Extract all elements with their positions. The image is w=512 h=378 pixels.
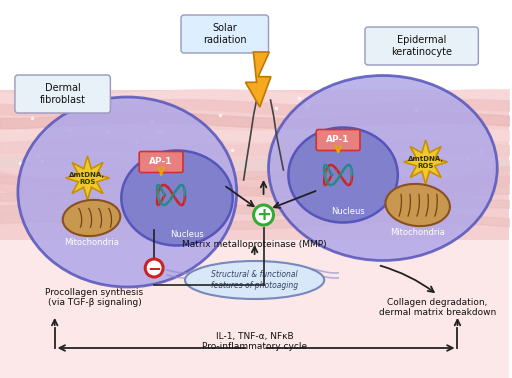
Text: +: + [256, 206, 271, 224]
Text: Matrix metalloproteinase (MMP): Matrix metalloproteinase (MMP) [182, 240, 327, 249]
Ellipse shape [386, 184, 450, 226]
FancyBboxPatch shape [181, 15, 268, 53]
Text: ΔmtDNA,
ROS: ΔmtDNA, ROS [408, 155, 444, 169]
Ellipse shape [185, 261, 324, 299]
Text: Nucleus: Nucleus [170, 230, 204, 239]
Bar [0, 90, 509, 270]
Text: Solar
radiation: Solar radiation [203, 23, 247, 45]
Bar [0, 240, 509, 378]
Ellipse shape [62, 200, 120, 236]
Text: ΔmtDNA,
ROS: ΔmtDNA, ROS [70, 172, 105, 184]
Text: Collagen degradation,
dermal matrix breakdown: Collagen degradation, dermal matrix brea… [379, 298, 496, 318]
FancyBboxPatch shape [15, 75, 111, 113]
Polygon shape [404, 140, 447, 184]
Text: Procollagen synthesis
(via TGF-β signaling): Procollagen synthesis (via TGF-β signali… [46, 288, 143, 307]
Polygon shape [245, 52, 271, 107]
Ellipse shape [121, 150, 233, 245]
Text: Epidermal
keratinocyte: Epidermal keratinocyte [391, 35, 452, 57]
Circle shape [253, 205, 273, 225]
Ellipse shape [288, 127, 398, 223]
Text: Dermal
fibroblast: Dermal fibroblast [39, 83, 86, 105]
FancyBboxPatch shape [139, 152, 183, 172]
Text: AP-1: AP-1 [150, 158, 173, 166]
Text: AP-1: AP-1 [326, 135, 350, 144]
Ellipse shape [268, 76, 497, 260]
Text: Mitochondria: Mitochondria [64, 238, 119, 247]
FancyBboxPatch shape [316, 130, 360, 150]
Text: Nucleus: Nucleus [331, 207, 365, 216]
Text: IL-1, TNF-α, NFκB
Pro-inflammatory cycle: IL-1, TNF-α, NFκB Pro-inflammatory cycle [202, 332, 307, 352]
Bar [0, 0, 509, 90]
Circle shape [145, 259, 163, 277]
Text: Structural & functional
features of photoaging: Structural & functional features of phot… [211, 270, 298, 290]
FancyBboxPatch shape [365, 27, 478, 65]
Text: Mitochondria: Mitochondria [390, 228, 445, 237]
Text: −: − [147, 259, 161, 277]
Polygon shape [66, 156, 110, 200]
Ellipse shape [18, 97, 237, 287]
